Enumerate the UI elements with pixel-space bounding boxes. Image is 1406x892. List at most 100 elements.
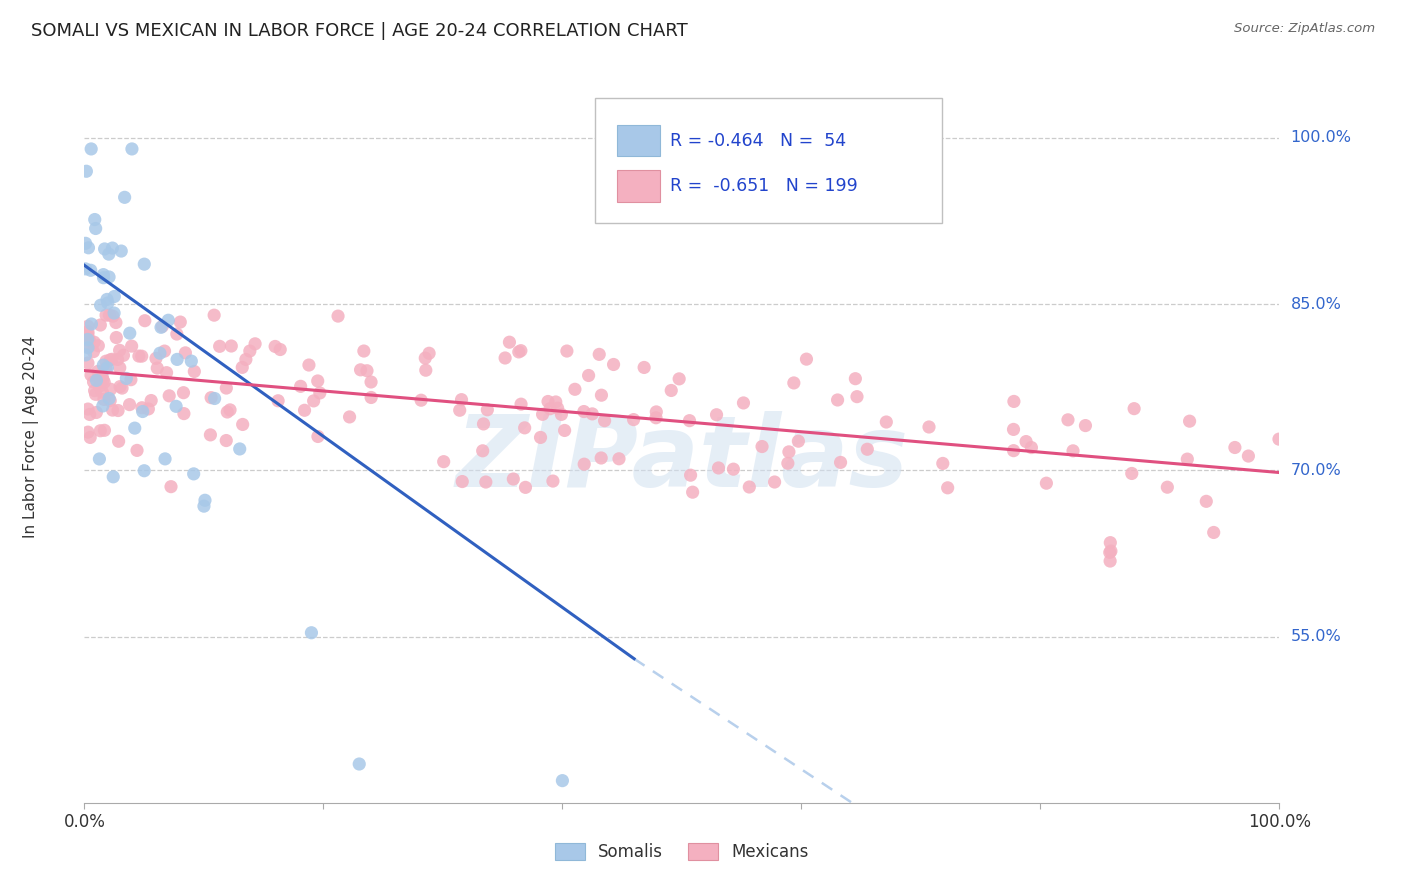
Point xyxy=(183,467,205,481)
Point xyxy=(418,346,440,360)
Point xyxy=(1057,413,1080,427)
Point xyxy=(107,403,129,417)
Point xyxy=(173,407,195,421)
Point xyxy=(623,412,645,426)
Point xyxy=(105,330,128,344)
Point xyxy=(593,414,616,428)
Point xyxy=(477,402,499,417)
Point xyxy=(91,373,114,387)
Point xyxy=(307,429,329,443)
Point xyxy=(153,344,176,359)
Point xyxy=(103,470,125,484)
Point xyxy=(93,242,115,256)
Point xyxy=(659,384,682,398)
Point xyxy=(308,386,330,401)
Point xyxy=(645,410,668,425)
Point xyxy=(146,361,169,376)
FancyBboxPatch shape xyxy=(595,98,942,224)
Point xyxy=(83,212,105,227)
Point xyxy=(79,334,101,348)
Point xyxy=(94,308,117,322)
Point xyxy=(200,391,222,405)
Point xyxy=(93,376,115,390)
Point xyxy=(294,403,316,417)
Point xyxy=(290,379,312,393)
Point xyxy=(588,347,610,361)
Point xyxy=(97,247,120,261)
Point xyxy=(1223,441,1246,455)
Point xyxy=(93,423,115,437)
Point xyxy=(763,475,786,489)
Point xyxy=(554,424,576,438)
Point xyxy=(77,319,100,334)
Point xyxy=(183,364,205,378)
Point xyxy=(83,375,105,389)
Point xyxy=(93,268,115,282)
Point xyxy=(77,341,100,355)
Point xyxy=(339,409,361,424)
Point xyxy=(76,333,98,347)
Text: R =  -0.651   N = 199: R = -0.651 N = 199 xyxy=(671,177,858,195)
Point xyxy=(98,270,121,285)
Point xyxy=(229,442,252,456)
Point xyxy=(668,372,690,386)
Point xyxy=(1074,418,1097,433)
Point xyxy=(349,757,371,772)
Point xyxy=(550,408,572,422)
Point xyxy=(733,396,755,410)
Point xyxy=(1098,545,1121,559)
Point xyxy=(1237,449,1260,463)
Point xyxy=(118,398,141,412)
Point xyxy=(783,376,806,390)
Point xyxy=(101,352,124,367)
Point xyxy=(243,336,266,351)
Point xyxy=(301,625,323,640)
Text: Source: ZipAtlas.com: Source: ZipAtlas.com xyxy=(1234,22,1375,36)
Point xyxy=(180,354,202,368)
Point xyxy=(84,221,107,235)
Point xyxy=(115,371,138,385)
Point xyxy=(125,443,148,458)
Point xyxy=(472,417,495,431)
Point xyxy=(124,421,146,435)
Point xyxy=(93,392,115,407)
Point xyxy=(572,404,595,418)
Point xyxy=(91,385,114,400)
Point xyxy=(231,360,253,375)
Point xyxy=(77,402,100,417)
Point xyxy=(91,370,114,384)
Point xyxy=(145,351,167,366)
Point xyxy=(602,358,624,372)
Point xyxy=(1121,467,1143,481)
Point xyxy=(75,261,97,276)
Point xyxy=(97,296,120,310)
Point xyxy=(77,330,100,344)
Point xyxy=(707,461,730,475)
Point xyxy=(356,364,378,378)
Point xyxy=(1156,480,1178,494)
Point xyxy=(264,339,287,353)
Point xyxy=(103,289,125,303)
Point xyxy=(114,190,136,204)
Text: 55.0%: 55.0% xyxy=(1291,629,1341,644)
Point xyxy=(91,399,114,413)
Point xyxy=(450,392,472,407)
Point xyxy=(89,375,111,389)
Point xyxy=(131,349,153,363)
Point xyxy=(551,773,574,788)
Point xyxy=(86,405,108,419)
Text: 100.0%: 100.0% xyxy=(1291,130,1351,145)
Point xyxy=(96,293,118,307)
Point xyxy=(98,352,121,367)
Point xyxy=(564,382,586,396)
Point xyxy=(433,455,456,469)
Point xyxy=(1062,443,1084,458)
Point xyxy=(494,351,516,365)
Point xyxy=(1123,401,1146,416)
Text: 70.0%: 70.0% xyxy=(1291,463,1341,478)
Point xyxy=(166,326,188,341)
Point xyxy=(169,315,191,329)
Point xyxy=(77,327,100,342)
Point xyxy=(515,480,537,494)
Point xyxy=(98,392,121,406)
